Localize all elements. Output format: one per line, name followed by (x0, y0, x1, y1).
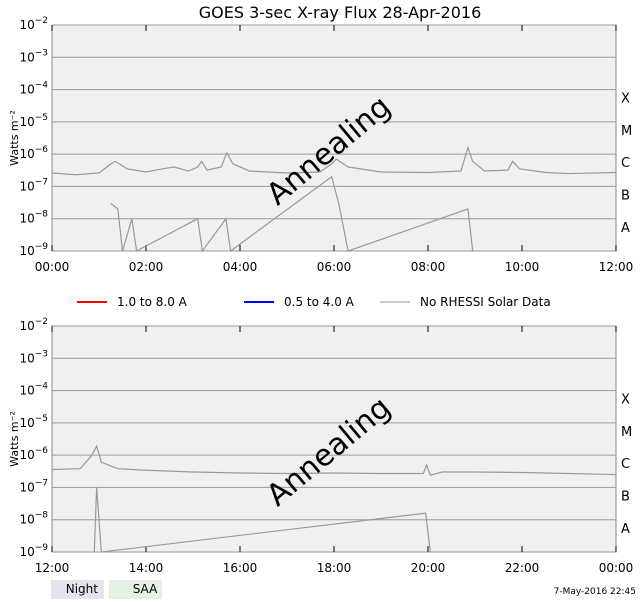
x-tick-label: 20:00 (411, 561, 446, 575)
class-label: B (621, 490, 630, 505)
series-line-long (51, 444, 617, 476)
x-tick-label: 02:00 (129, 260, 164, 274)
y-tick-label: 10−2 (19, 317, 48, 333)
y-tick-label: 10−7 (19, 478, 48, 494)
series-line-short (110, 175, 474, 253)
class-label: A (621, 221, 630, 236)
x-tick-label: 00:00 (599, 561, 634, 575)
y-tick-label: 10−5 (19, 113, 48, 129)
y-tick-label: 10−4 (19, 382, 48, 398)
legend: 1.0 to 8.0 A 0.5 to 4.0 A No RHESSI Sola… (77, 295, 551, 309)
plot-area (51, 325, 617, 553)
plot-area (51, 24, 617, 252)
y-tick-label: 10−3 (19, 48, 48, 64)
y-tick-label: 10−5 (19, 414, 48, 430)
class-label: X (621, 393, 630, 408)
bottom-panel: 10−2 10−3 10−4 10−5 10−6 10−7 10−8 10−9 X M C B A 12:… (8, 317, 633, 575)
y-tick-label: 10−4 (19, 81, 48, 97)
y-tick-label: 10−8 (19, 511, 48, 527)
class-label: M (621, 124, 632, 139)
legend-label: 0.5 to 4.0 A (284, 295, 355, 309)
x-tick-label: 12:00 (35, 561, 70, 575)
x-tick-label: 08:00 (411, 260, 446, 274)
y-axis-label: Watts m⁻² (8, 411, 21, 467)
y-tick-label: 10−8 (19, 210, 48, 226)
night-label: Night (66, 582, 99, 596)
timestamp: 7-May-2016 22:45 (554, 587, 636, 597)
saa-box (109, 580, 162, 599)
chart-title: GOES 3-sec X-ray Flux 28-Apr-2016 (199, 3, 482, 22)
y-tick-label: 10−6 (19, 446, 48, 462)
y-tick-label: 10−2 (19, 16, 48, 32)
series-line-long (51, 145, 617, 176)
class-label: A (621, 522, 630, 537)
class-label: M (621, 425, 632, 440)
class-label: B (621, 189, 630, 204)
y-tick-label: 10−7 (19, 177, 48, 193)
x-tick-label: 16:00 (223, 561, 258, 575)
series-line-short (93, 487, 431, 553)
x-tick-label: 22:00 (505, 561, 540, 575)
class-label: C (621, 156, 630, 171)
y-tick-label: 10−9 (19, 543, 48, 559)
top-panel: 10−2 10−3 10−4 10−5 10−6 10−7 10−8 10−9 X M C B A 00:… (8, 16, 633, 274)
x-tick-label: 04:00 (223, 260, 258, 274)
x-tick-label: 18:00 (317, 561, 352, 575)
legend-label: 1.0 to 8.0 A (117, 295, 188, 309)
saa-label: SAA (133, 582, 158, 596)
x-tick-label: 10:00 (505, 260, 540, 274)
class-label: X (621, 92, 630, 107)
legend-label: No RHESSI Solar Data (420, 295, 551, 309)
y-tick-label: 10−3 (19, 349, 48, 365)
x-tick-label: 14:00 (129, 561, 164, 575)
y-tick-label: 10−6 (19, 145, 48, 161)
y-axis-label: Watts m⁻² (8, 110, 21, 166)
y-tick-label: 10−9 (19, 242, 48, 258)
x-tick-label: 12:00 (599, 260, 634, 274)
night-box (51, 580, 104, 599)
x-tick-label: 00:00 (35, 260, 70, 274)
x-tick-label: 06:00 (317, 260, 352, 274)
class-label: C (621, 457, 630, 472)
